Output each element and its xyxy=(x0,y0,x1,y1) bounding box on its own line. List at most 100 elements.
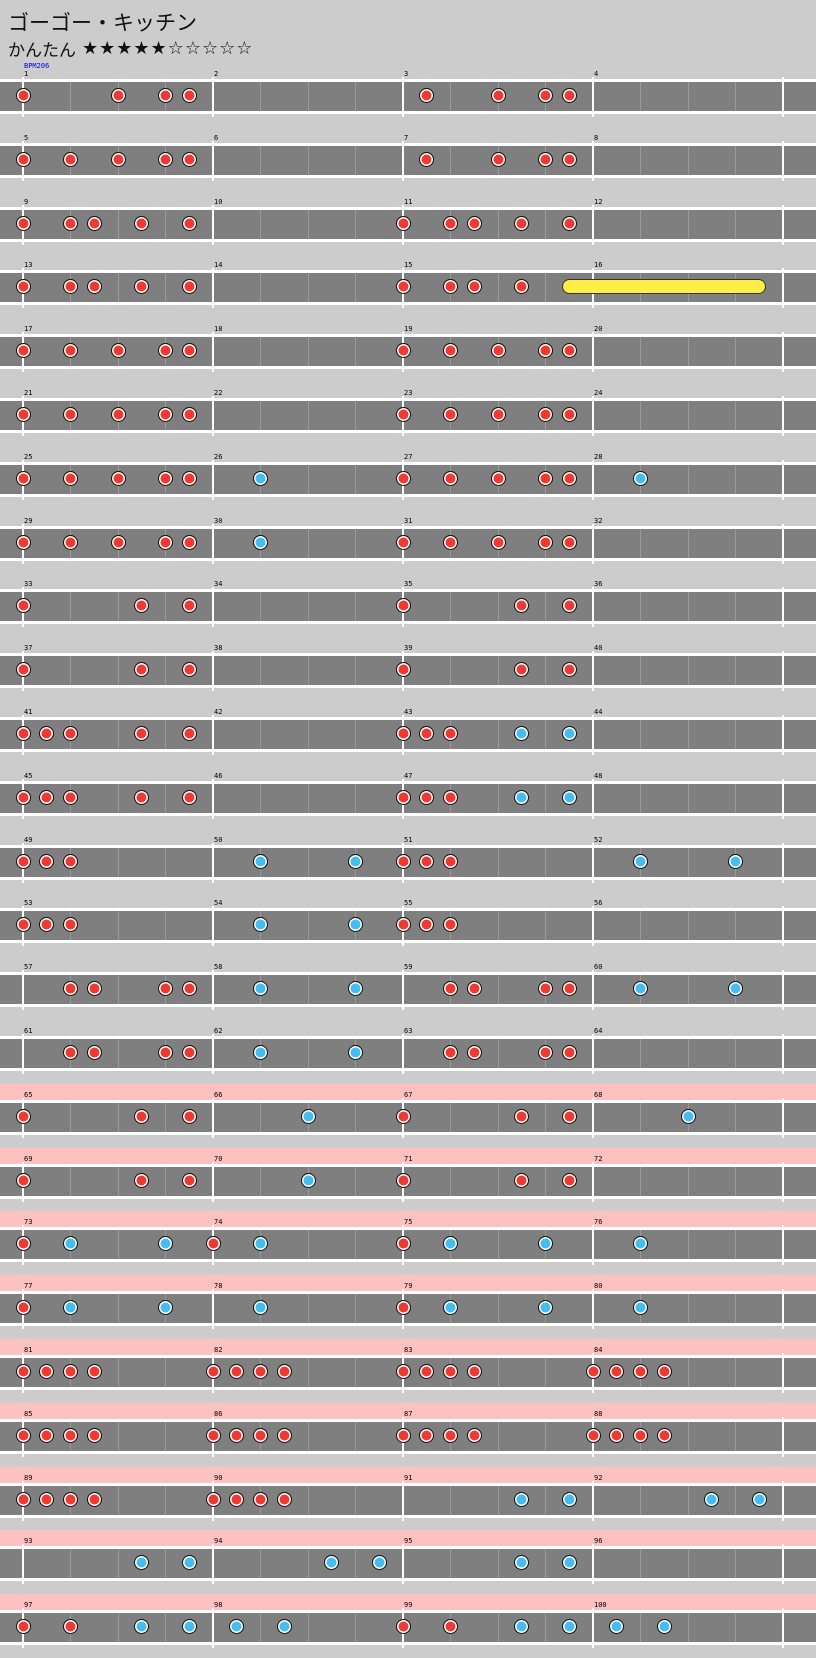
don-note xyxy=(111,88,126,103)
measure-number: 92 xyxy=(594,1474,603,1482)
lane-border xyxy=(0,1068,816,1071)
measure-number: 60 xyxy=(594,963,603,971)
lane-border xyxy=(0,1642,816,1645)
beat-line xyxy=(308,1230,309,1259)
beat-line xyxy=(735,592,736,621)
measure-number: 29 xyxy=(24,517,33,525)
don-note xyxy=(514,598,529,613)
beat-line xyxy=(450,592,451,621)
don-note xyxy=(16,1492,31,1507)
measure-number: 1 xyxy=(24,70,29,78)
don-note xyxy=(277,1364,292,1379)
don-note xyxy=(562,662,577,677)
measure-number: 87 xyxy=(404,1410,413,1418)
beat-line xyxy=(545,273,546,302)
beat-line xyxy=(735,1039,736,1068)
measure-number: 51 xyxy=(404,836,413,844)
don-note xyxy=(538,407,553,422)
measure-number: 66 xyxy=(214,1091,223,1099)
barline xyxy=(782,1544,784,1584)
barline xyxy=(212,1289,214,1329)
measure-number: 26 xyxy=(214,453,223,461)
beat-line xyxy=(640,529,641,558)
measure-number: 31 xyxy=(404,517,413,525)
measure-number: 13 xyxy=(24,261,33,269)
barline xyxy=(592,1225,594,1265)
measure-number: 65 xyxy=(24,1091,33,1099)
barline xyxy=(782,1225,784,1265)
beat-line xyxy=(165,1613,166,1642)
beat-line xyxy=(118,656,119,685)
ka-note xyxy=(562,1619,577,1634)
beat-line xyxy=(688,1039,689,1068)
beat-line xyxy=(165,1422,166,1451)
don-note xyxy=(111,407,126,422)
measure-number: 78 xyxy=(214,1282,223,1290)
barline xyxy=(592,141,594,181)
ka-note xyxy=(633,981,648,996)
barline xyxy=(782,906,784,946)
lane-border xyxy=(0,1483,816,1486)
measure-number: 72 xyxy=(594,1155,603,1163)
measure-number: 97 xyxy=(24,1601,33,1609)
don-note xyxy=(111,343,126,358)
don-note xyxy=(562,407,577,422)
don-note xyxy=(182,726,197,741)
beat-line xyxy=(688,210,689,239)
don-note xyxy=(633,1428,648,1443)
beat-line xyxy=(735,82,736,111)
gogo-band xyxy=(0,1084,816,1100)
beat-line xyxy=(450,1103,451,1132)
measure-number: 24 xyxy=(594,389,603,397)
don-note xyxy=(206,1236,221,1251)
chart-row: 37 38 39 40 xyxy=(0,637,816,701)
beat-line xyxy=(118,1486,119,1515)
beat-line xyxy=(308,911,309,940)
beat-line xyxy=(165,273,166,302)
don-note xyxy=(443,279,458,294)
barline xyxy=(212,141,214,181)
chart-row: 9 10 11 12 xyxy=(0,191,816,255)
measure-number: 8 xyxy=(594,134,599,142)
beat-line xyxy=(118,1549,119,1578)
beat-line xyxy=(735,1549,736,1578)
don-note xyxy=(16,1109,31,1124)
beat-line xyxy=(450,82,451,111)
chart-row: 41 42 43 44 xyxy=(0,701,816,765)
don-note xyxy=(182,790,197,805)
barline xyxy=(592,1034,594,1074)
difficulty-label: かんたん xyxy=(8,40,76,61)
beat-line xyxy=(260,210,261,239)
measure-number: 99 xyxy=(404,1601,413,1609)
measure-number: 50 xyxy=(214,836,223,844)
measure-number: 83 xyxy=(404,1346,413,1354)
don-note xyxy=(467,981,482,996)
measure-number: 9 xyxy=(24,198,29,206)
beat-line xyxy=(498,911,499,940)
don-note xyxy=(158,152,173,167)
don-note xyxy=(134,1173,149,1188)
beat-line xyxy=(308,656,309,685)
don-note xyxy=(396,535,411,550)
beat-line xyxy=(688,82,689,111)
lane-border xyxy=(0,1323,816,1326)
don-note xyxy=(562,1045,577,1060)
don-note xyxy=(443,216,458,231)
ka-note xyxy=(657,1619,672,1634)
measure-number: 55 xyxy=(404,899,413,907)
don-note xyxy=(16,917,31,932)
lane-border xyxy=(0,1355,816,1358)
don-note xyxy=(514,279,529,294)
beat-line xyxy=(260,1613,261,1642)
measure-number: 20 xyxy=(594,325,603,333)
don-note xyxy=(443,535,458,550)
don-note xyxy=(396,1109,411,1124)
beat-line xyxy=(450,656,451,685)
don-note xyxy=(16,535,31,550)
beat-line xyxy=(498,1167,499,1196)
barline xyxy=(782,205,784,245)
don-note xyxy=(63,152,78,167)
beat-line xyxy=(355,146,356,175)
lane-border xyxy=(0,908,816,911)
beat-line xyxy=(165,210,166,239)
